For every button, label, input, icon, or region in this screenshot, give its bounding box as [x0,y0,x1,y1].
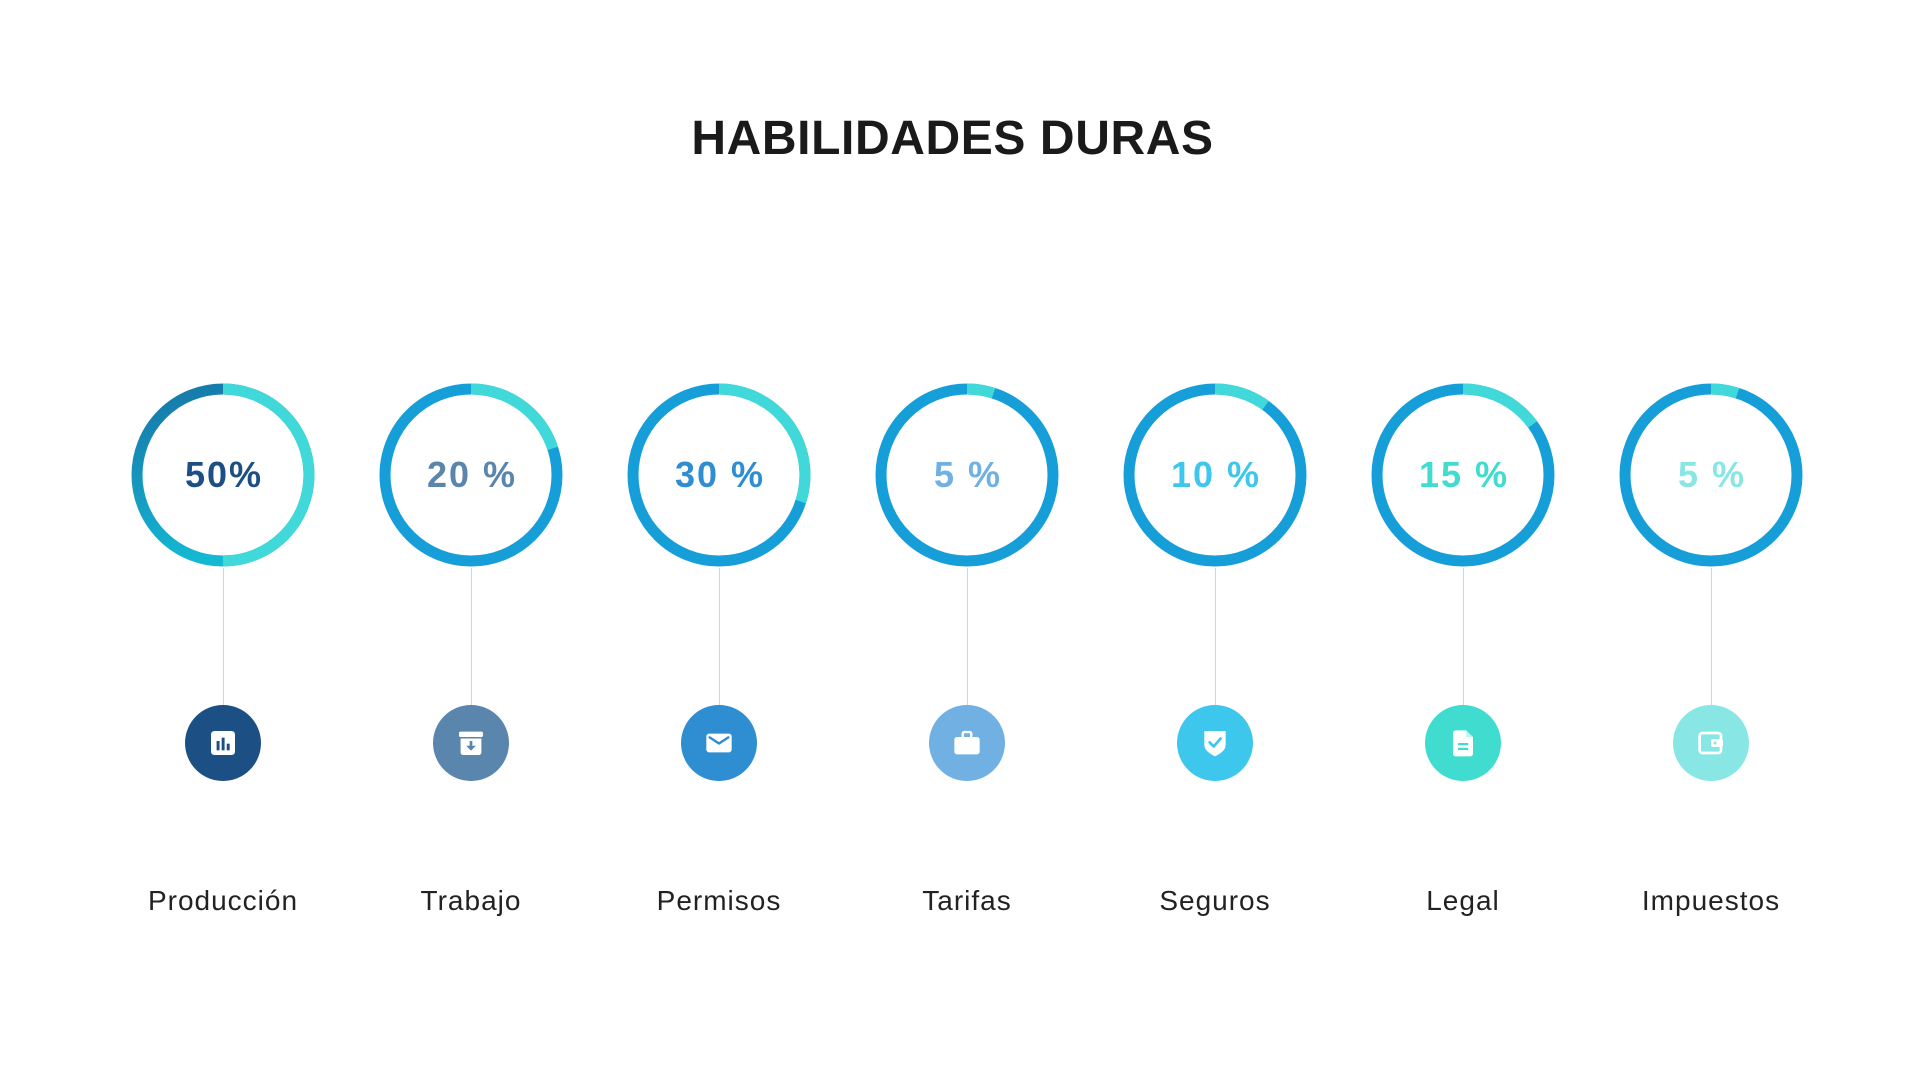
page-title: HABILIDADES DURAS [691,112,1214,165]
progress-ring: 10 % [1115,375,1315,575]
percent-value: 10 % [1170,454,1262,495]
skill-column: 10 % Seguros [1091,375,1339,920]
percent-value: 50% [184,454,264,495]
icon-badge [1177,705,1253,781]
briefcase-icon [951,727,983,759]
connector-line [1462,568,1464,706]
shield-check-icon [1199,727,1231,759]
connector-line [222,568,224,706]
connector-line [966,568,968,706]
progress-ring-svg [1619,383,1803,567]
skill-column: 30 % Permisos [595,375,843,920]
progress-ring: 5 % [1611,375,1811,575]
icon-badge [681,705,757,781]
skill-label: Tarifas [922,885,1012,916]
wallet-icon [1695,727,1727,759]
skill-label: Legal [1426,885,1500,916]
connector-line [718,568,720,706]
skill-column: 20 % Trabajo [347,375,595,920]
skill-label: Trabajo [420,885,522,916]
connector-line [470,568,472,706]
skill-column: 5 % Impuestos [1587,375,1835,920]
icon-badge [433,705,509,781]
progress-ring-svg [627,383,811,567]
progress-ring: 30 % [619,375,819,575]
document-icon [1447,727,1479,759]
percent-value: 30 % [674,454,766,495]
percent-value: 15 % [1418,454,1510,495]
ring-value-arc [1123,383,1307,567]
progress-ring-svg [1123,383,1307,567]
skill-label: Permisos [656,885,782,916]
bar-chart-icon [207,727,239,759]
connector-line [1710,568,1712,706]
percent-value: 20 % [426,454,518,495]
percent-value: 5 % [933,454,1003,495]
skill-label: Impuestos [1641,885,1781,916]
progress-ring-svg [131,383,315,567]
mail-icon [703,727,735,759]
ring-value-arc [875,383,1059,567]
skill-label: Producción [147,885,299,916]
progress-ring: 50% [123,375,323,575]
icon-badge [1673,705,1749,781]
icon-badge [929,705,1005,781]
progress-ring-svg [379,383,563,567]
icon-badge [185,705,261,781]
icon-badge [1425,705,1501,781]
progress-ring: 20 % [371,375,571,575]
ring-value-arc [1371,383,1555,567]
skill-column: 15 % Legal [1339,375,1587,920]
progress-ring-svg [1371,383,1555,567]
archive-download-icon [455,727,487,759]
skill-column: 50% Producción [99,375,347,920]
progress-ring: 5 % [867,375,1067,575]
ring-value-arc [1619,383,1803,567]
ring-value-arc [379,383,563,567]
ring-value-arc [627,383,811,567]
skill-label: Seguros [1159,885,1271,916]
ring-value-arc [131,383,315,567]
connector-line [1214,568,1216,706]
progress-ring-svg [875,383,1059,567]
skills-row: 50% Producción 20 % Trabajo 30 % Permisos 5… [99,375,1835,920]
skill-column: 5 % Tarifas [843,375,1091,920]
percent-value: 5 % [1677,454,1747,495]
progress-ring: 15 % [1363,375,1563,575]
